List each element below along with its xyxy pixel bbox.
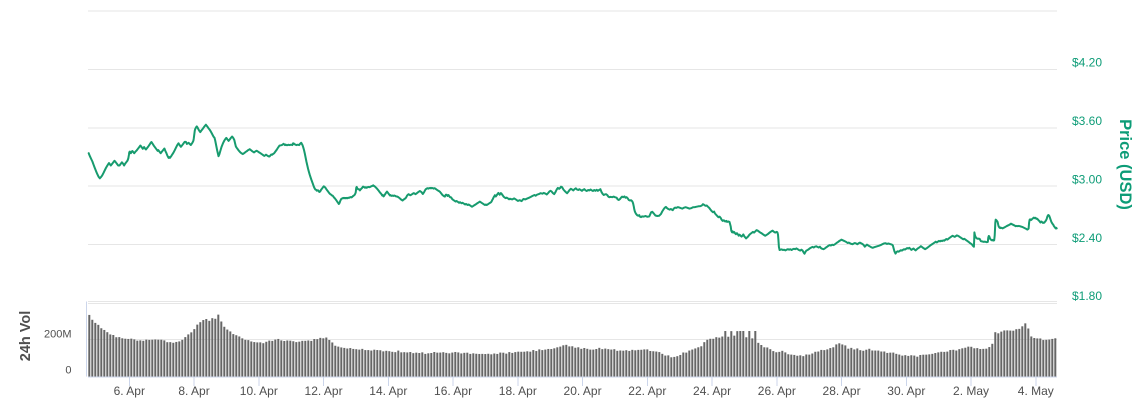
- svg-text:12. Apr: 12. Apr: [305, 384, 343, 398]
- svg-text:4. May: 4. May: [1018, 384, 1054, 398]
- svg-text:$2.40: $2.40: [1072, 231, 1102, 245]
- svg-text:24h Vol: 24h Vol: [18, 311, 34, 362]
- svg-text:8. Apr: 8. Apr: [178, 384, 209, 398]
- svg-text:6. Apr: 6. Apr: [114, 384, 145, 398]
- svg-text:18. Apr: 18. Apr: [499, 384, 537, 398]
- svg-text:2. May: 2. May: [953, 384, 989, 398]
- svg-text:$1.80: $1.80: [1072, 289, 1102, 303]
- svg-text:10. Apr: 10. Apr: [240, 384, 278, 398]
- svg-text:$4.20: $4.20: [1072, 56, 1102, 70]
- svg-text:24. Apr: 24. Apr: [693, 384, 731, 398]
- svg-text:14. Apr: 14. Apr: [369, 384, 407, 398]
- svg-text:20. Apr: 20. Apr: [564, 384, 602, 398]
- svg-text:22. Apr: 22. Apr: [628, 384, 666, 398]
- svg-text:16. Apr: 16. Apr: [434, 384, 472, 398]
- svg-text:28. Apr: 28. Apr: [823, 384, 861, 398]
- svg-text:200M: 200M: [44, 328, 72, 340]
- svg-text:$3.60: $3.60: [1072, 114, 1102, 128]
- svg-text:$3.00: $3.00: [1072, 172, 1102, 186]
- svg-text:30. Apr: 30. Apr: [887, 384, 925, 398]
- svg-text:Price (USD): Price (USD): [1116, 119, 1133, 210]
- svg-text:0: 0: [65, 365, 71, 377]
- svg-text:26. Apr: 26. Apr: [758, 384, 796, 398]
